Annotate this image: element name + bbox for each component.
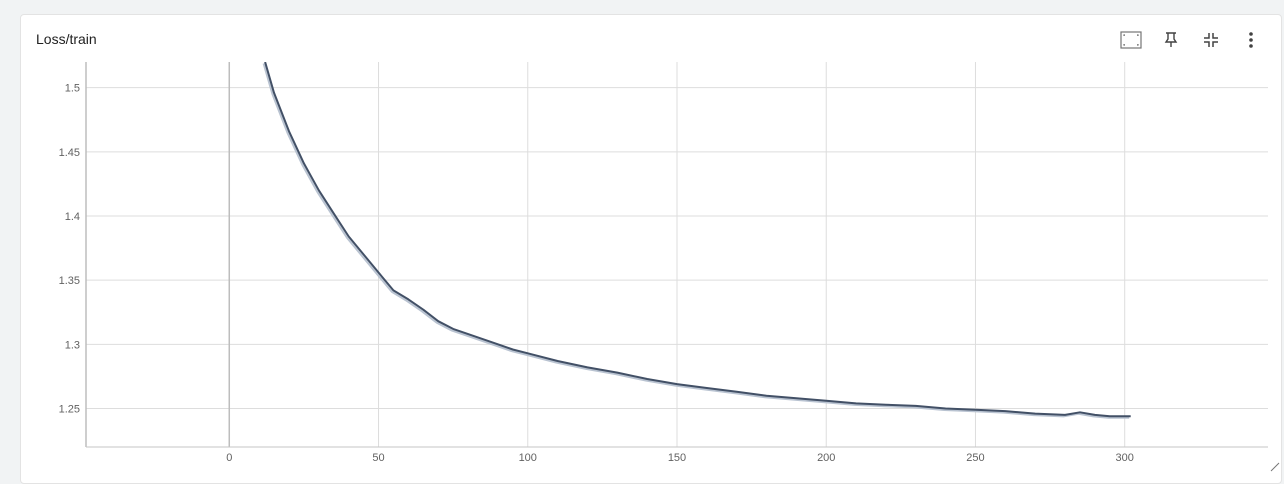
x-tick-label: 50	[372, 452, 384, 464]
y-tick-label: 1.4	[65, 211, 80, 223]
x-tick-label: 150	[668, 452, 686, 464]
series-raw-line	[264, 64, 1130, 418]
y-tick-label: 1.45	[59, 147, 80, 159]
series-layer	[264, 62, 1131, 418]
tick-labels-layer: 1.25 1.3 1.35 1.4 1.45 1.5 0 50 100 150 200 250 300	[59, 83, 1134, 464]
grid-layer	[86, 62, 1268, 447]
x-tick-label: 200	[817, 452, 835, 464]
y-tick-label: 1.35	[59, 275, 80, 287]
x-tick-label: 100	[519, 452, 537, 464]
y-tick-label: 1.5	[65, 83, 80, 95]
resize-handle-icon[interactable]	[1270, 462, 1280, 472]
series-smoothed-line[interactable]	[265, 62, 1131, 416]
x-tick-label: 300	[1116, 452, 1134, 464]
line-chart[interactable]: 1.25 1.3 1.35 1.4 1.45 1.5 0 50 100 150 200 250 300	[0, 0, 1284, 472]
y-tick-label: 1.3	[65, 339, 80, 351]
y-tick-label: 1.25	[59, 404, 80, 416]
x-tick-label: 250	[966, 452, 984, 464]
x-tick-label: 0	[226, 452, 232, 464]
